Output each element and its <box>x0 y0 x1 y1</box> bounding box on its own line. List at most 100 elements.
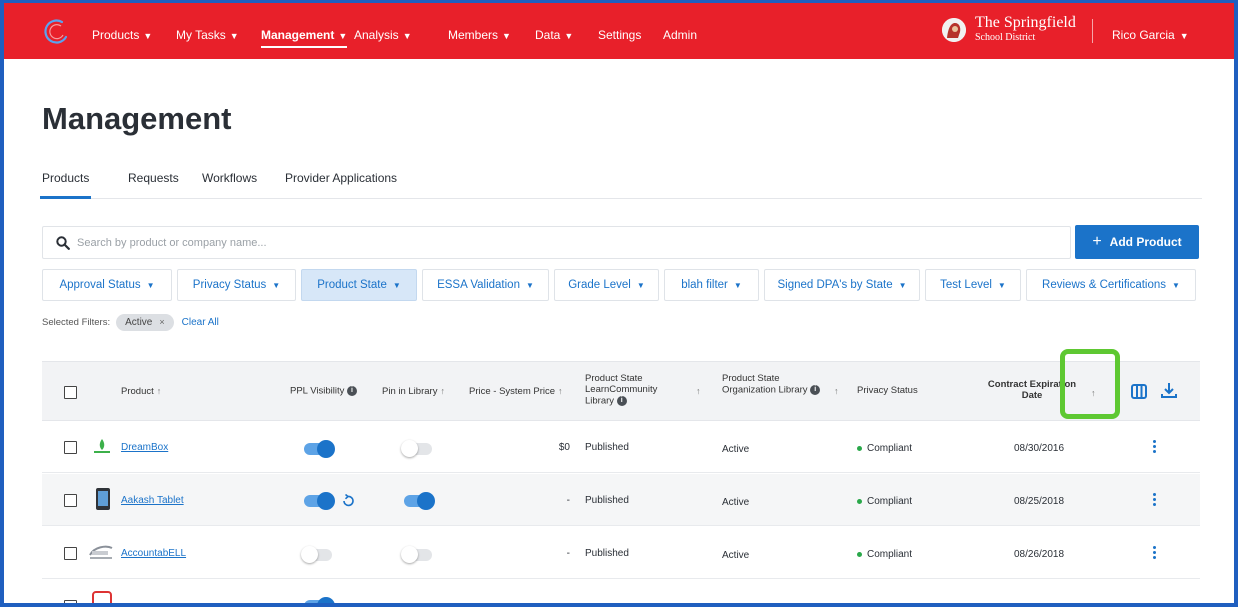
app-logo-icon[interactable] <box>42 17 70 45</box>
highlight-annotation <box>1060 349 1120 419</box>
col-ppl-visibility[interactable]: PPL Visibility i <box>290 386 358 397</box>
add-product-label: Add Product <box>1109 235 1182 249</box>
nav-settings[interactable]: Settings <box>598 28 642 42</box>
row-menu-icon[interactable] <box>1152 440 1156 456</box>
privacy-status-value: Compliant <box>857 496 912 507</box>
col-privacy-status[interactable]: Privacy Status <box>857 385 918 396</box>
filter-essa-validation[interactable]: ESSA Validation ▼ <box>422 269 549 301</box>
state-lc-value: Published <box>585 548 629 559</box>
caret-down-icon: ▼ <box>898 280 907 290</box>
filter-approval-status[interactable]: Approval Status ▼ <box>42 269 172 301</box>
product-name-link[interactable]: AccountabELL <box>121 548 187 559</box>
table-row: DreamBox $0 Published Active Compliant 0… <box>42 421 1200 473</box>
state-org-value: Active <box>722 497 750 508</box>
tab-workflows[interactable]: Workflows <box>202 171 258 185</box>
col-price[interactable]: Price - System Price ↑ <box>469 386 563 397</box>
nav-my-tasks[interactable]: My Tasks ▼ <box>176 28 239 42</box>
state-org-value: Active <box>722 550 750 561</box>
nav-management[interactable]: Management ▼ <box>261 28 348 48</box>
contract-date-value: 08/30/2016 <box>1014 443 1065 454</box>
status-dot-icon <box>857 551 862 557</box>
status-dot-icon <box>857 498 862 504</box>
nav-data[interactable]: Data ▼ <box>535 28 574 42</box>
price-value: $0 <box>558 442 570 453</box>
pin-in-library-toggle[interactable] <box>401 440 432 457</box>
status-dot-icon <box>857 445 862 451</box>
caret-down-icon: ▼ <box>272 280 281 290</box>
tab-provider-applications[interactable]: Provider Applications <box>285 171 398 185</box>
col-state-organization[interactable]: Product State Organization Library i <box>722 373 822 396</box>
filter-chip-active: Active × <box>116 313 174 331</box>
filter-blah[interactable]: blah filter ▼ <box>664 269 759 301</box>
row-checkbox[interactable] <box>64 547 77 560</box>
col-pin-in-library[interactable]: Pin in Library ↑ <box>382 386 445 397</box>
nav-admin[interactable]: Admin <box>663 28 698 42</box>
filter-privacy-status[interactable]: Privacy Status ▼ <box>177 269 296 301</box>
row-menu-icon[interactable] <box>1152 546 1156 562</box>
filter-test-level[interactable]: Test Level ▼ <box>925 269 1021 301</box>
accountabell-logo-icon <box>89 545 113 559</box>
info-icon: i <box>347 386 358 396</box>
tab-products[interactable]: Products <box>39 171 92 199</box>
nav-divider <box>1092 19 1093 43</box>
ppl-visibility-toggle[interactable] <box>304 440 335 458</box>
chevron-down-icon: ▼ <box>564 31 574 41</box>
pin-in-library-toggle[interactable] <box>401 546 432 563</box>
page-title: Management <box>42 101 232 136</box>
nav-analysis[interactable]: Analysis ▼ <box>354 28 412 42</box>
ppl-visibility-toggle[interactable] <box>304 597 335 603</box>
sort-arrow-icon: ↑ <box>834 386 839 396</box>
row-checkbox[interactable] <box>64 600 77 603</box>
col-state-learncommunity[interactable]: Product State LearnCommunity Library i <box>585 373 658 407</box>
filter-signed-dpas-by-state[interactable]: Signed DPA's by State ▼ <box>764 269 920 301</box>
chevron-down-icon: ▼ <box>143 31 153 41</box>
caret-down-icon: ▼ <box>1172 280 1180 290</box>
col-state-lc-sort[interactable]: ↑ <box>693 386 701 398</box>
nav-members[interactable]: Members ▼ <box>448 28 511 42</box>
price-value: - <box>566 548 570 559</box>
product-name-link[interactable]: DreamBox <box>121 442 169 453</box>
products-table: Product ↑ PPL Visibility i Pin in Library… <box>42 361 1200 603</box>
restore-icon[interactable] <box>341 494 355 508</box>
columns-icon[interactable] <box>1131 384 1147 399</box>
filter-product-state[interactable]: Product State ▼ <box>301 269 417 301</box>
state-lc-value: Published <box>585 495 629 506</box>
table-row <box>42 580 1200 603</box>
download-icon[interactable] <box>1161 382 1177 399</box>
state-org-value: Active <box>722 444 750 455</box>
col-contract-sort[interactable]: ↑ <box>1088 388 1096 400</box>
info-icon: i <box>616 395 627 406</box>
filter-grade-level[interactable]: Grade Level ▼ <box>554 269 659 301</box>
search-icon <box>56 236 70 250</box>
search-input[interactable] <box>77 234 977 252</box>
row-menu-icon[interactable] <box>1152 493 1156 509</box>
ppl-visibility-toggle[interactable] <box>304 492 335 510</box>
caret-down-icon: ▼ <box>146 280 155 290</box>
chevron-down-icon: ▼ <box>502 31 511 41</box>
selected-filters: Selected Filters: Active × Clear All <box>42 312 219 332</box>
price-value: - <box>566 495 570 506</box>
product-name-link[interactable]: Aakash Tablet <box>121 495 184 506</box>
col-product[interactable]: Product ↑ <box>121 386 162 397</box>
privacy-status-value: Compliant <box>857 549 912 560</box>
tab-requests[interactable]: Requests <box>128 171 179 185</box>
row-checkbox[interactable] <box>64 441 77 454</box>
row-checkbox[interactable] <box>64 494 77 507</box>
pin-in-library-toggle[interactable] <box>404 492 435 510</box>
clear-all-link[interactable]: Clear All <box>181 316 219 328</box>
select-all-checkbox[interactable] <box>64 386 77 399</box>
col-state-org-sort[interactable]: ↑ <box>831 386 839 398</box>
col-contract-expiration[interactable]: Contract Expiration Date <box>987 379 1077 401</box>
add-product-button[interactable]: + Add Product <box>1075 225 1199 259</box>
nav-products[interactable]: Products ▼ <box>92 28 153 42</box>
sort-arrow-icon: ↑ <box>1091 388 1096 398</box>
user-menu[interactable]: Rico Garcia ▼ <box>1112 28 1189 42</box>
top-nav: Products ▼ My Tasks ▼ Management ▼ Analysis… <box>4 3 1234 59</box>
caret-down-icon: ▼ <box>997 280 1006 290</box>
ppl-visibility-toggle[interactable] <box>301 546 332 563</box>
district-name[interactable]: The Springfield School District <box>975 15 1076 43</box>
caret-down-icon: ▼ <box>392 280 401 290</box>
remove-chip-icon[interactable]: × <box>159 317 165 327</box>
filter-reviews-certifications[interactable]: Reviews & Certifications ▼ <box>1026 269 1196 301</box>
management-tabs: Products Requests Workflows Provider App… <box>39 171 1202 199</box>
